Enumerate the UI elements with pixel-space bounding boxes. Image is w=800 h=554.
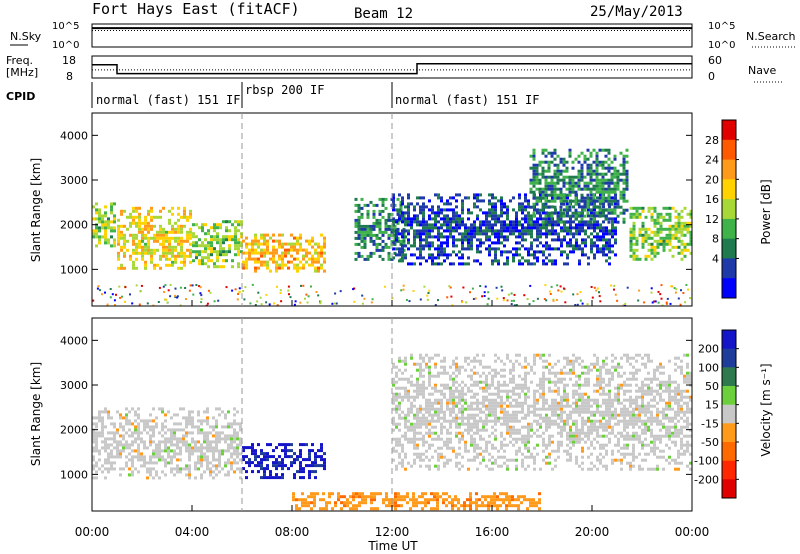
velocity-data [92,353,692,511]
nave-label: Nave [748,64,776,77]
data-band [192,220,243,269]
power-colorbar-tick-label: 28 [705,134,719,147]
freq-label-1: Freq. [6,54,33,67]
power-colorbar-label: Power [dB] [759,179,773,244]
velocity-y-tick-label: 3000 [60,379,88,392]
nave-tick-top: 60 [708,54,722,67]
data-band [292,492,541,511]
velocity-y-tick-label: 4000 [60,334,88,347]
velocity-colorbar-swatch [722,442,736,462]
power-y-tick-label: 3000 [60,174,88,187]
x-tick-label: 00:00 [75,525,110,539]
velocity-colorbar-tick-label: -100 [694,455,719,468]
velocity-colorbar-swatch [722,330,736,350]
data-band [242,443,326,480]
freq-trace [92,62,692,75]
power-colorbar-swatch [722,179,736,200]
velocity-y-tick-label: 1000 [60,468,88,481]
velocity-colorbar: 200 100 50 15 -15 -50 -100 -200 [694,329,739,499]
nsky-tick-top: 10^5 [52,21,79,32]
velocity-colorbar-swatch [722,404,736,424]
x-tick-label: 12:00 [375,525,410,539]
strip-nsky: N.Sky 10^5 10^0 10^5 10^0 N.Search [10,21,796,51]
power-panel: 4000 3000 2000 1000 [60,112,693,307]
date-label: 25/May/2013 [590,4,683,20]
power-colorbar-swatch [722,218,736,240]
power-y-tick-label: 2000 [60,219,88,232]
data-band [117,206,192,270]
x-tick-label: 20:00 [575,525,610,539]
velocity-colorbar-tick-label: 200 [698,343,719,356]
x-tick-label: 16:00 [475,525,510,539]
nsearch-tick-bottom: 10^0 [708,40,735,51]
nsearch-label: N.Search [746,30,796,43]
power-colorbar-swatch [722,120,736,141]
nave-tick-bottom: 0 [708,70,715,83]
x-axis: 00:00 04:00 08:00 12:00 16:00 20:00 00:00 [75,300,710,539]
velocity-colorbar-tick-label: -15 [701,417,719,430]
velocity-colorbar-swatch [722,423,736,443]
power-data [92,148,692,306]
power-y-axis-label: Slant Range [km] [29,158,43,262]
x-tick-label: 04:00 [175,525,210,539]
power-y-tick-label: 1000 [60,263,88,276]
velocity-colorbar-tick-label: -200 [694,473,719,486]
cpid-row: CPID normal (fast) 151 IF rbsp 200 IF no… [6,82,540,108]
velocity-colorbar-swatch [722,479,736,499]
cpid-segment-2: rbsp 200 IF [245,83,324,97]
nsearch-tick-top: 10^5 [708,21,735,32]
power-colorbar-tick-label: 24 [705,154,719,167]
velocity-y-tick-label: 2000 [60,424,88,437]
power-colorbar-swatch [722,139,736,161]
x-tick-label: 00:00 [675,525,710,539]
velocity-colorbar-label: Velocity [m s⁻¹] [759,363,773,456]
data-band [92,407,242,480]
freq-series-line [92,62,692,75]
velocity-y-axis-label: Slant Range [km] [29,362,43,466]
freq-tick-top: 18 [62,54,76,67]
mode-boundary-lines [241,113,393,511]
velocity-colorbar-swatch [722,348,736,368]
data-band [529,148,629,224]
power-colorbar-swatch [722,278,736,299]
nsky-trace [92,27,692,31]
power-y-tick-label: 4000 [60,129,88,142]
freq-tick-bottom: 8 [66,70,73,83]
data-band [392,353,692,471]
strip-freq: Freq. [MHz] 18 8 60 0 Nave [6,54,784,83]
station-title: Fort Hays East (fitACF) [92,0,300,18]
cpid-segment-1: normal (fast) 151 IF [96,93,241,107]
nsky-tick-bottom: 10^0 [52,40,79,51]
data-band [629,206,692,261]
power-colorbar-tick-label: 20 [705,173,719,186]
nsky-label: N.Sky [10,30,42,43]
velocity-colorbar-swatch [722,367,736,387]
power-colorbar: 28 24 20 16 12 8 4 [705,119,739,299]
power-colorbar-tick-label: 12 [705,213,719,226]
x-tick-label: 08:00 [275,525,310,539]
data-band [92,202,116,248]
velocity-colorbar-tick-label: 50 [705,380,719,393]
power-colorbar-tick-label: 8 [712,233,719,246]
power-colorbar-swatch [722,258,736,279]
power-colorbar-tick-label: 4 [712,252,719,265]
data-band [242,233,326,273]
velocity-colorbar-tick-label: -50 [701,436,719,449]
velocity-colorbar-tick-label: 15 [705,399,719,412]
cpid-label: CPID [6,90,35,103]
power-colorbar-swatch [722,159,736,180]
cpid-segment-3: normal (fast) 151 IF [395,93,540,107]
velocity-colorbar-swatch [722,386,736,406]
velocity-panel: 4000 3000 2000 1000 [60,317,693,512]
power-colorbar-swatch [722,199,736,220]
velocity-colorbar-tick-label: 100 [698,361,719,374]
near-range-speckle [92,283,692,306]
beam-label: Beam 12 [354,6,413,22]
freq-label-2: [MHz] [6,66,38,79]
power-colorbar-tick-label: 16 [705,193,719,206]
power-colorbar-swatch [722,238,736,259]
x-axis-label: Time UT [367,539,418,553]
velocity-colorbar-swatch [722,460,736,480]
